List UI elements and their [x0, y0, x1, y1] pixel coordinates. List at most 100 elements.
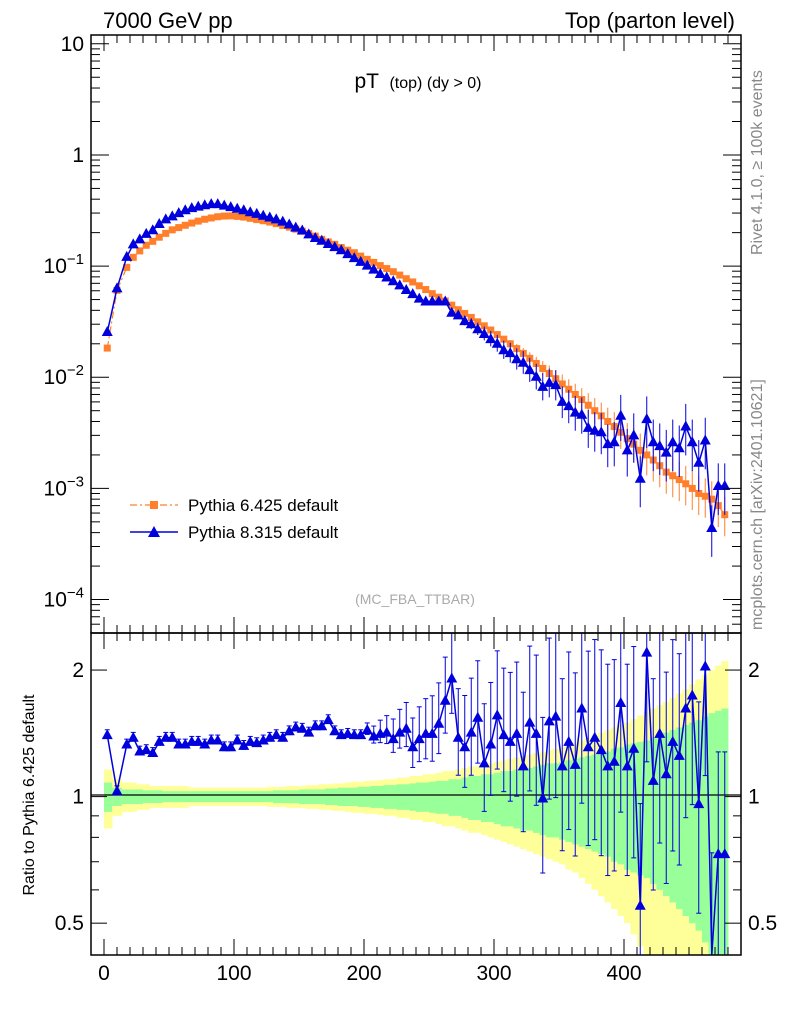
p6-point [188, 219, 196, 227]
p8-ratio-point [270, 729, 282, 740]
p8-ratio-point [504, 735, 516, 746]
main-ytick-label: 10−2 [44, 362, 84, 389]
p8-ratio-point [433, 717, 445, 728]
p8-ratio-point [277, 731, 289, 742]
p8-ratio-point [569, 758, 581, 769]
p6-point [558, 380, 566, 388]
main-ytick-label: 1 [72, 144, 84, 167]
p8-ratio-point [530, 727, 542, 738]
p8-point [153, 218, 165, 229]
p8-point [283, 218, 295, 229]
ratio-band-green [325, 788, 332, 806]
p8-ratio-point [329, 725, 341, 736]
p8-point [472, 323, 484, 334]
p8-point [374, 267, 386, 278]
p8-ratio-point [290, 721, 302, 732]
p8-ratio-point [283, 725, 295, 736]
ratio-band-green [221, 791, 228, 803]
p6-point [643, 451, 651, 459]
p6-point [162, 229, 170, 237]
ratio-band-green [260, 791, 267, 803]
p8-point [303, 228, 315, 239]
ratio-band-green [689, 722, 696, 924]
p8-point [530, 370, 542, 381]
ratio-xtick-label: 400 [606, 962, 641, 985]
p8-point [316, 234, 328, 245]
p8-point [680, 420, 692, 431]
ratio-band-green [351, 787, 358, 806]
analysis-label: (MC_FBA_TTBAR) [355, 591, 475, 607]
main-ytick-label: 10−3 [44, 473, 84, 500]
p8-ratio-point [387, 733, 399, 744]
plot-title-main: pT [355, 70, 380, 93]
ratio-band-green [175, 791, 183, 803]
ratio-band-green [195, 791, 202, 803]
p6-point [669, 472, 677, 480]
p6-point [480, 322, 488, 330]
p8-point [387, 275, 399, 286]
ratio-band-green [364, 786, 371, 807]
ratio-band-green [292, 790, 300, 804]
p8-ratio-point [615, 696, 627, 707]
ratio-band-green [169, 791, 176, 803]
ratio-band-green [422, 782, 430, 812]
ratio-band-green [149, 790, 157, 804]
p8-ratio-point [576, 702, 588, 713]
p8-point [225, 201, 237, 212]
p8-ratio-point [719, 848, 731, 859]
p8-ratio-point [452, 731, 464, 742]
p8-ratio-point [426, 727, 438, 738]
rivet-label: Rivet 4.1.0, ≥ 100k events [749, 70, 766, 255]
ratio-xtick-label: 200 [346, 962, 381, 985]
p8-point [452, 309, 464, 320]
p6-point [181, 221, 189, 229]
p8-point [355, 255, 367, 266]
p6-point [539, 364, 547, 372]
ratio-band-green [279, 790, 287, 804]
ratio-data [101, 632, 731, 956]
ratio-band-green [143, 790, 150, 804]
ratio-band-green [370, 785, 378, 808]
p6-point [500, 335, 508, 343]
p8-ratio-point [342, 727, 354, 738]
main-ytick-label-base: 10 [44, 477, 67, 500]
ratio-band-green [136, 789, 144, 805]
p8-ratio-point [394, 726, 406, 737]
p8-ratio-point [140, 744, 152, 755]
p8-point [621, 444, 633, 455]
p8-ratio-point [121, 738, 133, 749]
p8-ratio-point [257, 734, 269, 745]
p6-point [675, 476, 683, 484]
p8-line [106, 203, 725, 529]
ratio-band-green [396, 784, 404, 810]
ratio-band-green [240, 791, 248, 803]
p8-ratio-point [602, 760, 614, 771]
p8-point [407, 288, 419, 299]
p8-ratio-point [647, 774, 659, 785]
p8-point [244, 206, 256, 217]
p8-ratio-point [368, 730, 380, 741]
p6-point [532, 359, 540, 367]
p8-ratio-point [667, 735, 679, 746]
p8-point [257, 209, 269, 220]
ratio-band-green [234, 791, 241, 803]
p8-ratio-point [465, 726, 477, 737]
p8-point [543, 376, 555, 387]
ratio-ytick-label-left: 2 [72, 659, 84, 682]
p8-point [361, 259, 373, 270]
p6-point [246, 214, 254, 222]
main-ytick-label-exp: −3 [67, 473, 84, 490]
main-ytick-label-exp: −2 [67, 362, 84, 379]
ratio-band-green [357, 786, 365, 807]
p6-point [688, 484, 696, 492]
p8-ratio-point [498, 729, 510, 740]
ratio-band-green [513, 769, 521, 829]
p8-point [615, 409, 627, 420]
p6-point [467, 313, 475, 321]
p8-point [537, 380, 549, 391]
main-ytick-label-base: 10 [44, 255, 67, 278]
p6-point [123, 263, 131, 271]
main-ytick-label: 10 [61, 33, 84, 56]
